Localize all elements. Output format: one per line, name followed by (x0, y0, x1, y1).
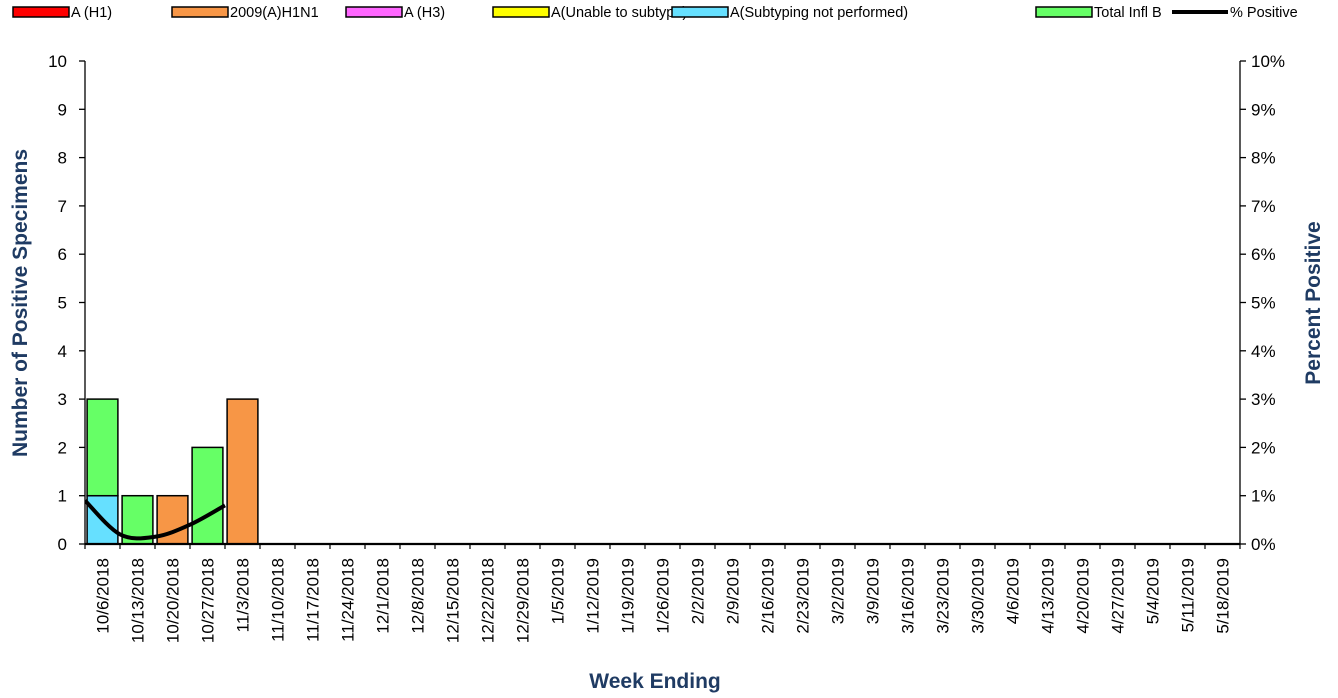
x-tick-label: 12/29/2018 (514, 558, 533, 643)
y2-tick-label: 10% (1251, 52, 1285, 71)
x-tick-label: 5/11/2019 (1179, 558, 1198, 632)
x-tick-label: 2/16/2019 (759, 558, 778, 634)
x-tick-label: 11/3/2018 (234, 558, 253, 632)
legend-swatch-a-subtyping-not-performed (671, 6, 729, 18)
y-tick-label: 5 (58, 294, 67, 313)
legend-label-a-h1: A (H1) (71, 5, 112, 21)
x-tick-label: 11/10/2018 (269, 558, 288, 642)
legend-swatch-total-infl-b (1035, 6, 1093, 18)
x-tick-label: 3/23/2019 (934, 558, 953, 634)
x-tick-label: 1/12/2019 (584, 558, 603, 634)
axes: 0 1 2 3 4 5 6 7 8 9 10 0% 1% 2% 3% 4% 5% 6% 7% 8% 9% 10% 10/6/… (48, 52, 1285, 643)
y-tick-label: 6 (58, 245, 67, 264)
legend-label-total-infl-b: Total Infl B (1094, 5, 1162, 21)
legend-swatch-2009-a-h1n1 (171, 6, 229, 18)
x-axis-title: Week Ending (589, 670, 720, 693)
y2-tick-label: 4% (1251, 342, 1276, 361)
legend-label-a-subtyping-not-performed: A(Subtyping not performed) (730, 5, 908, 21)
legend-label-2009-a-h1n1: 2009(A)H1N1 (230, 5, 319, 21)
y-tick-label: 10 (48, 52, 67, 71)
y2-tick-label: 0% (1251, 535, 1276, 554)
legend-label-a-unable-to-subtype: A(Unable to subtype) (551, 5, 687, 21)
legend-label-a-h3: A (H3) (404, 5, 445, 21)
x-tick-label: 3/30/2019 (969, 558, 988, 634)
legend-swatch-a-h3 (345, 6, 403, 18)
y2-tick-label: 9% (1251, 100, 1276, 119)
y-tick-label: 2 (58, 438, 67, 457)
x-tick-label: 2/2/2019 (689, 558, 708, 624)
y-tick-label: 1 (58, 487, 67, 506)
x-tick-label: 10/20/2018 (164, 558, 183, 643)
legend-swatch-a-h1 (12, 6, 70, 18)
y2-tick-label: 6% (1251, 245, 1276, 264)
x-tick-label: 1/5/2019 (549, 558, 568, 624)
y2-tick-label: 5% (1251, 294, 1276, 313)
bar-total-infl-b-0 (86, 398, 119, 497)
x-tick-label: 2/9/2019 (724, 558, 743, 624)
percent-positive-line (85, 499, 226, 541)
y-tick-label: 8 (58, 149, 67, 168)
y-tick-label: 7 (58, 197, 67, 216)
y-tick-label: 3 (58, 390, 67, 409)
bar-2009-a-h1n1-4 (226, 398, 259, 545)
x-tick-label: 11/24/2018 (339, 558, 358, 642)
y-tick-label: 4 (58, 342, 67, 361)
x-tick-label: 3/2/2019 (829, 558, 848, 624)
y2-tick-label: 8% (1251, 149, 1276, 168)
legend-swatch-a-unable-to-subtype (492, 6, 550, 18)
y2-tick-label: 3% (1251, 390, 1276, 409)
y2-tick-label: 2% (1251, 438, 1276, 457)
y-tick-label: 9 (58, 100, 67, 119)
x-tick-label: 3/16/2019 (899, 558, 918, 634)
x-tick-label: 10/27/2018 (199, 558, 218, 643)
x-tick-label: 11/17/2018 (304, 558, 323, 642)
x-tick-label: 12/22/2018 (479, 558, 498, 643)
x-tick-label: 5/4/2019 (1144, 558, 1163, 624)
y-tick-label: 0 (58, 535, 67, 554)
percent-positive-line-layer (85, 499, 226, 541)
bar-total-infl-b-3 (191, 446, 224, 545)
x-tick-label: 12/1/2018 (374, 558, 393, 634)
x-tick-label: 10/13/2018 (129, 558, 148, 643)
x-tick-label: 12/8/2018 (409, 558, 428, 634)
legend: A (H1) 2009(A)H1N1 A (H3) A(Unable to subty… (12, 5, 1298, 21)
x-tick-label: 10/6/2018 (94, 558, 113, 634)
y2-tick-label: 7% (1251, 197, 1276, 216)
y2-tick-label: 1% (1251, 487, 1276, 506)
x-tick-label: 1/19/2019 (619, 558, 638, 634)
y-axis-title: Number of Positive Specimens (9, 149, 32, 457)
y2-axis-title: Percent Positive (1302, 221, 1325, 384)
bars-layer (86, 398, 259, 545)
x-tick-label: 3/9/2019 (864, 558, 883, 624)
x-tick-label: 1/26/2019 (654, 558, 673, 634)
legend-label-positive: % Positive (1230, 5, 1298, 21)
x-tick-label: 5/18/2019 (1214, 558, 1233, 634)
x-tick-label: 12/15/2018 (444, 558, 463, 643)
x-tick-label: 2/23/2019 (794, 558, 813, 634)
x-tick-label: 4/27/2019 (1109, 558, 1128, 634)
x-tick-label: 4/20/2019 (1074, 558, 1093, 634)
x-tick-label: 4/13/2019 (1039, 558, 1058, 634)
x-tick-label: 4/6/2019 (1004, 558, 1023, 624)
